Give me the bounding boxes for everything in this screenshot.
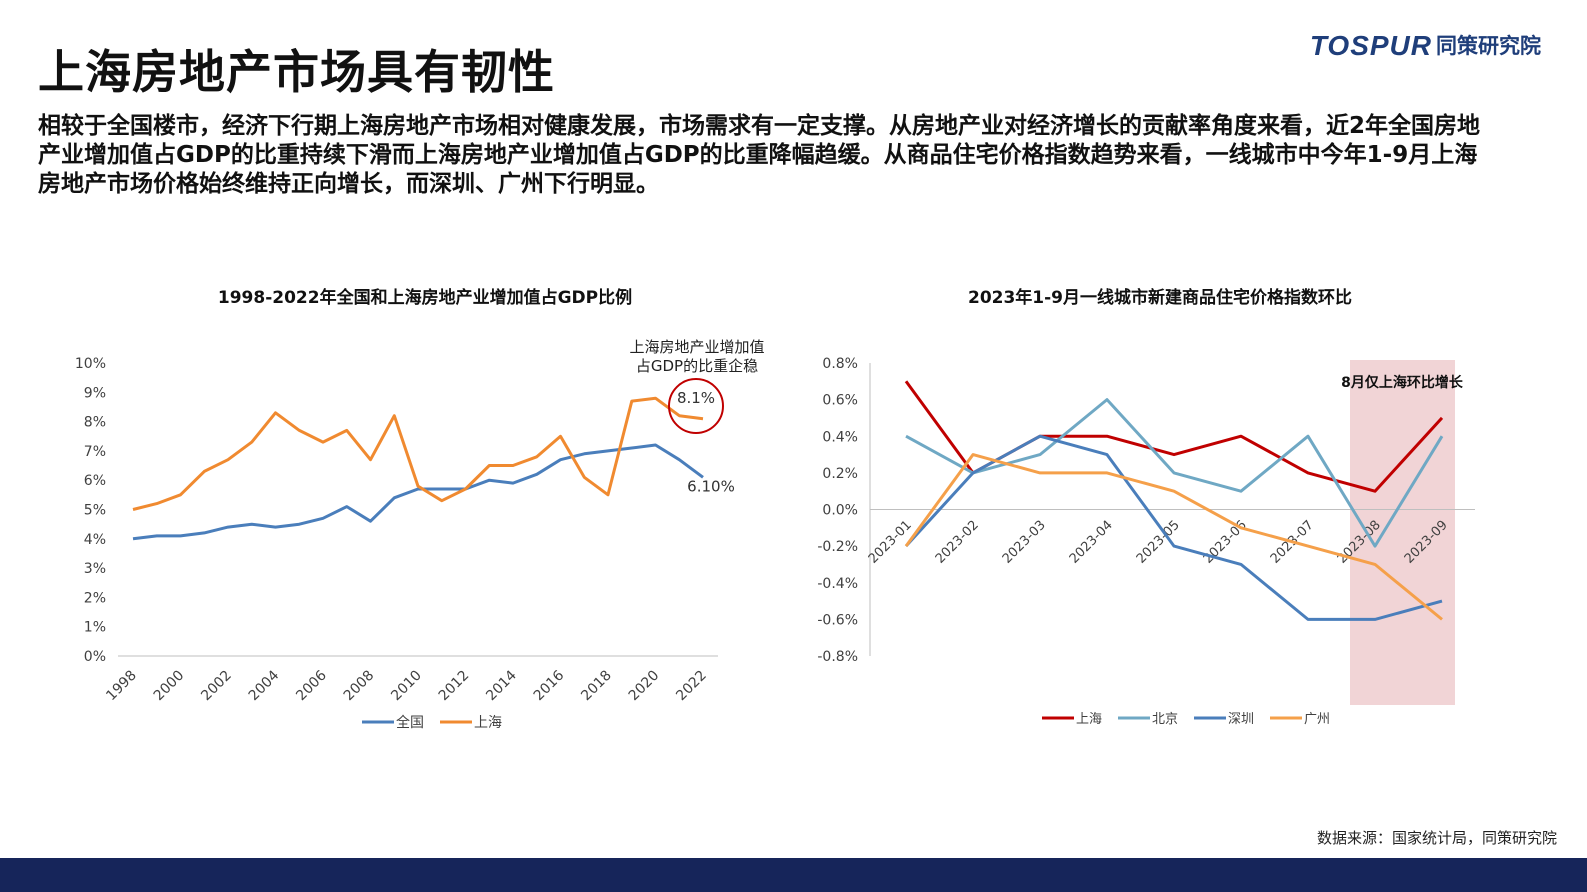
y-tick-label: 0.0% — [822, 503, 858, 519]
y-tick-label: -0.4% — [817, 576, 858, 592]
logo-text-en: TOSPUR — [1309, 30, 1432, 61]
source-note: 数据来源：国家统计局，同策研究院 — [1316, 829, 1557, 847]
annotation-line2: 占GDP的比重企稳 — [636, 357, 758, 375]
y-tick-label: 4% — [84, 532, 106, 548]
legend-label: 上海 — [1076, 712, 1102, 727]
data-label-shanghai: 8.1% — [677, 389, 715, 407]
data-label-national: 6.10% — [687, 477, 735, 495]
y-tick-label: 1% — [84, 620, 106, 636]
y-tick-label: 8% — [84, 415, 106, 431]
y-tick-label: 9% — [84, 385, 106, 401]
legend-label: 深圳 — [1228, 712, 1254, 727]
footer-band — [0, 858, 1587, 892]
chart1-gdp-share: 0% 1% 2% 3% 4% 5% 6% 7% 8% 9% 10% 1998 2000 2002 2004 2… — [75, 338, 765, 731]
x-tick-label: 2020 — [626, 668, 663, 705]
chart2-price-index: 8月仅上海环比增长 0.8% 0.6% 0.4% 0.2% 0.0% -0.2% -0.4% -… — [817, 356, 1475, 727]
summary-paragraph: 相较于全国楼市，经济下行期上海房地产市场相对健康发展，市场需求有一定支撑。从房地… — [38, 113, 1481, 197]
y-tick-label: 0.8% — [822, 356, 858, 372]
y-tick-label: 3% — [84, 561, 106, 577]
chart1-title: 1998-2022年全国和上海房地产业增加值占GDP比例 — [217, 288, 633, 308]
x-tick-label: 2010 — [388, 668, 425, 705]
legend-label: 全国 — [396, 714, 424, 731]
y-tick-label: 5% — [84, 503, 106, 519]
y-tick-label: 2% — [84, 590, 106, 606]
x-tick-label: 2022 — [673, 668, 710, 705]
y-tick-label: -0.2% — [817, 539, 858, 555]
x-tick-label: 2004 — [246, 667, 283, 704]
y-tick-label: 6% — [84, 473, 106, 489]
chart2-title: 2023年1-9月一线城市新建商品住宅价格指数环比 — [967, 288, 1353, 308]
y-tick-label: 0% — [84, 649, 106, 665]
y-tick-label: 0.2% — [822, 466, 858, 482]
legend-label: 上海 — [474, 715, 502, 731]
page-title: 上海房地产市场具有韧性 — [38, 45, 555, 99]
y-tick-label: -0.8% — [817, 649, 858, 665]
series-line — [132, 396, 704, 511]
logo-text-cn: 同策研究院 — [1436, 34, 1541, 58]
x-tick-label: 2023-02 — [933, 518, 982, 567]
highlight-annotation: 8月仅上海环比增长 — [1341, 374, 1464, 391]
x-tick-label: 2023-03 — [1000, 518, 1049, 567]
x-tick-label: 2012 — [436, 668, 473, 705]
x-tick-label: 2000 — [151, 668, 188, 705]
annotation-line1: 上海房地产业增加值 — [629, 338, 764, 356]
y-tick-label: 0.4% — [822, 429, 858, 445]
tospur-logo: TOSPUR 同策研究院 — [1310, 30, 1541, 62]
y-tick-label: -0.6% — [817, 612, 858, 628]
series-line — [132, 443, 704, 541]
x-tick-label: 2016 — [531, 667, 568, 704]
x-tick-label: 1998 — [103, 668, 140, 705]
x-tick-label: 2006 — [293, 667, 330, 704]
series-line — [905, 398, 1444, 548]
x-tick-label: 2008 — [341, 668, 378, 705]
series-line — [904, 453, 1443, 621]
x-tick-label: 2014 — [483, 667, 520, 704]
legend-label: 北京 — [1152, 712, 1178, 727]
legend-label: 广州 — [1304, 712, 1330, 727]
x-tick-label: 2018 — [578, 668, 615, 705]
y-tick-label: 0.6% — [822, 393, 858, 409]
highlight-circle — [668, 378, 724, 434]
x-tick-label: 2002 — [198, 668, 235, 705]
y-tick-label: 10% — [75, 356, 106, 372]
x-tick-label: 2023-04 — [1067, 518, 1116, 567]
y-tick-label: 7% — [84, 444, 106, 460]
